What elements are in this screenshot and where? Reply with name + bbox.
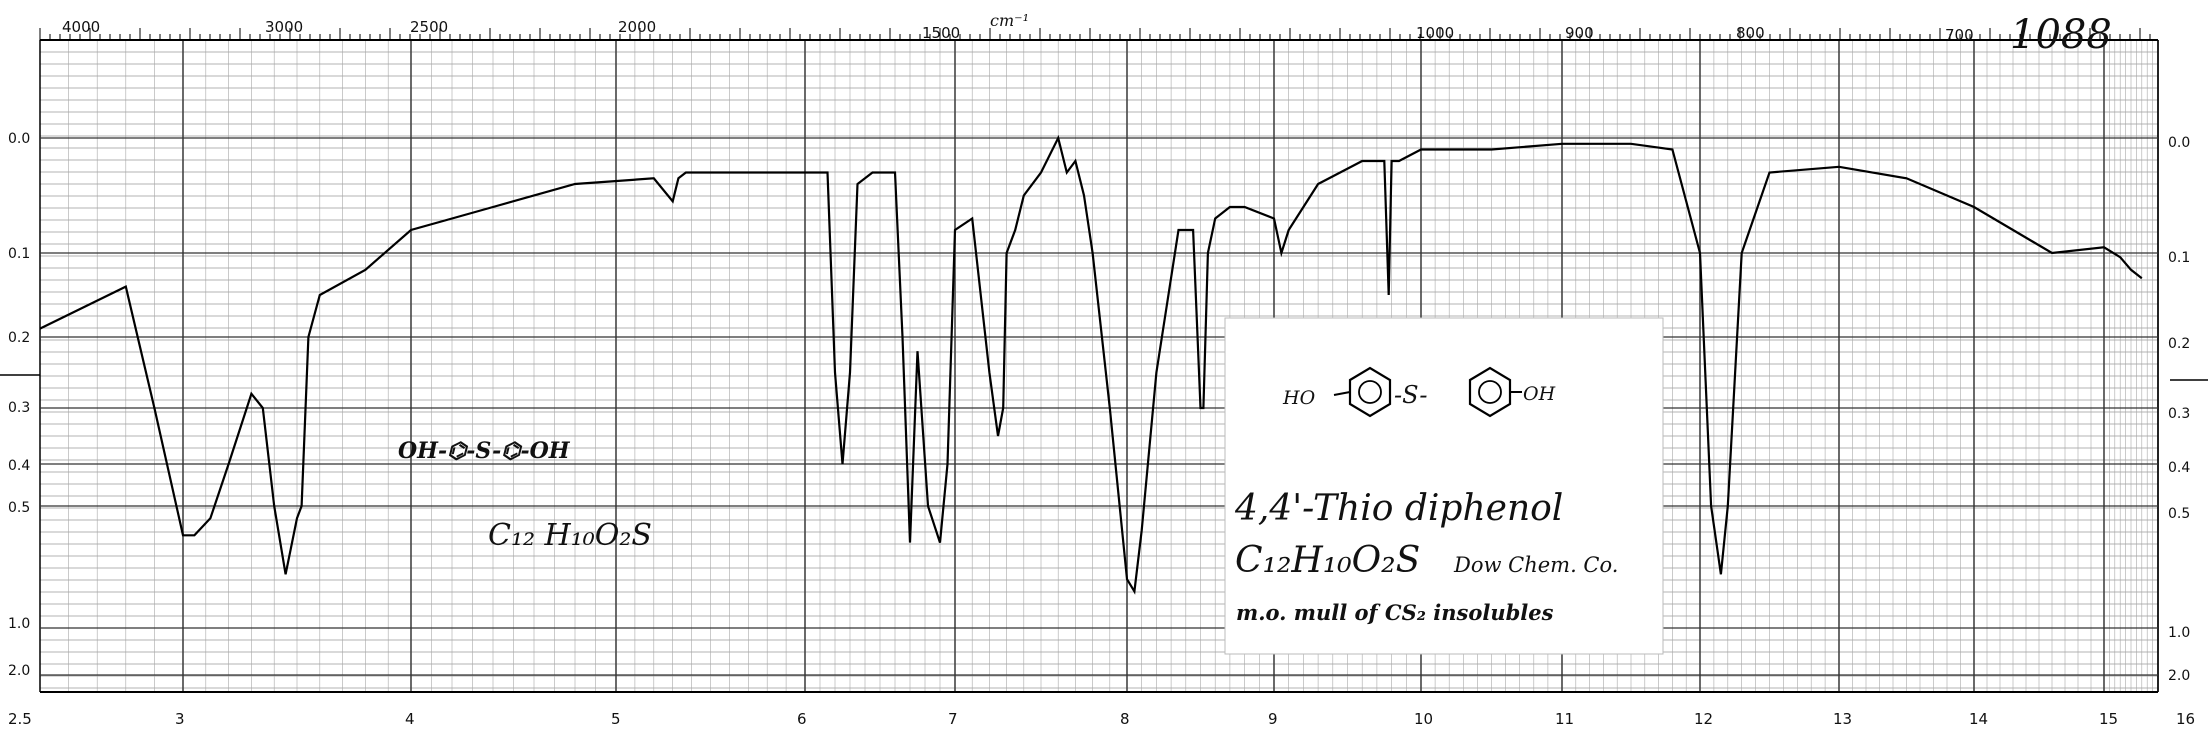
bottom-tick-4: 4 [405, 710, 415, 728]
bottom-tick-5: 5 [611, 710, 621, 728]
bottom-tick-13: 13 [1833, 710, 1852, 728]
right-abs-2-0: 2.0 [2168, 668, 2190, 684]
left-structure-annotation: OH-⌬-S-⌬-OH C₁₂ H₁₀O₂S [398, 438, 652, 553]
bottom-tick-14: 14 [1969, 710, 1988, 728]
right-abs-0-0: 0.0 [2168, 135, 2190, 151]
ho-bond [1333, 391, 1351, 396]
bottom-tick-12: 12 [1694, 710, 1713, 728]
label-card: HO -S- OH 4,4'-Thio diphenol C₁₂H₁₀O₂S D… [1224, 317, 1664, 655]
left-abs-1-0: 1.0 [8, 616, 30, 632]
left-benzene-ring [1348, 366, 1392, 418]
bottom-tick-15: 15 [2099, 710, 2118, 728]
right-abs-0-3: 0.3 [2168, 406, 2190, 422]
top-tick-2500: 2500 [410, 18, 448, 36]
left-abs-0-2: 0.2 [8, 330, 30, 346]
bottom-tick-11: 11 [1555, 710, 1574, 728]
top-tick-3000: 3000 [265, 18, 303, 36]
top-tick-700: 700 [1945, 26, 1974, 44]
bottom-tick-2-5: 2.5 [8, 710, 32, 728]
axis-ticks [39, 28, 2151, 40]
bottom-tick-3: 3 [175, 710, 185, 728]
bottom-tick-7: 7 [948, 710, 958, 728]
bottom-tick-16: 16 [2176, 710, 2195, 728]
structure-s: -S- [1394, 381, 1428, 409]
left-abs-0-5: 0.5 [8, 500, 30, 516]
left-abs-0-0: 0.0 [8, 131, 30, 147]
top-tick-2000: 2000 [618, 18, 656, 36]
compound-name: 4,4'-Thio diphenol [1234, 488, 1563, 529]
left-ring-circle [1358, 380, 1382, 404]
right-abs-0-4: 0.4 [2168, 460, 2190, 476]
bottom-tick-9: 9 [1268, 710, 1278, 728]
sample-note: m.o. mull of CS₂ insolubles [1236, 600, 1554, 625]
bottom-tick-8: 8 [1120, 710, 1130, 728]
structure-ho: HO [1282, 387, 1316, 409]
right-benzene-ring [1468, 366, 1512, 418]
right-abs-0-1: 0.1 [2168, 250, 2190, 266]
left-abs-0-3: 0.3 [8, 400, 30, 416]
right-abs-0-2: 0.2 [2168, 336, 2190, 352]
compound-formula: C₁₂H₁₀O₂S [1235, 540, 1420, 581]
top-tick-1500: 1500 [922, 24, 960, 42]
spectrum-line [39, 134, 2143, 595]
right-ring-circle [1478, 380, 1502, 404]
left-abs-0-1: 0.1 [8, 246, 30, 262]
top-tick-800: 800 [1736, 24, 1765, 42]
top-tick-4000: 4000 [62, 18, 100, 36]
left-abs-2-0: 2.0 [8, 663, 30, 679]
bottom-tick-6: 6 [797, 710, 807, 728]
chart-grid [0, 39, 2208, 693]
catalog-number: 1088 [2010, 12, 2112, 58]
bottom-tick-10: 10 [1414, 710, 1433, 728]
top-tick-1000: 1000 [1416, 24, 1454, 42]
top-unit-label: cm⁻¹ [990, 11, 1029, 30]
left-abs-0-4: 0.4 [8, 458, 30, 474]
right-abs-1-0: 1.0 [2168, 625, 2190, 641]
left-structure-sketch: OH-⌬-S-⌬-OH [398, 438, 571, 464]
label-card-background [1224, 317, 1664, 655]
thiodiphenol-structure: HO -S- OH [1282, 366, 1556, 418]
source-label: Dow Chem. Co. [1453, 553, 1618, 577]
structure-oh: OH [1523, 383, 1556, 405]
left-formula: C₁₂ H₁₀O₂S [488, 518, 652, 553]
top-tick-900: 900 [1565, 24, 1594, 42]
right-abs-0-5: 0.5 [2168, 506, 2190, 522]
